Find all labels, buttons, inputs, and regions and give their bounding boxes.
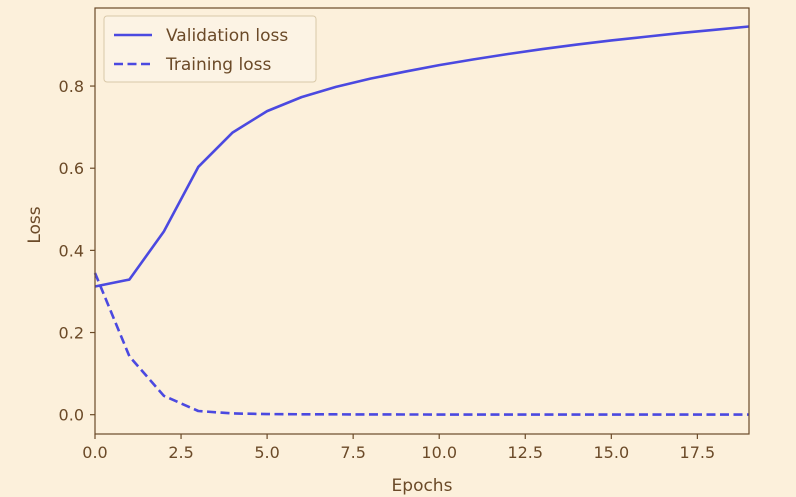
y-tick-label: 0.4	[59, 241, 84, 260]
x-tick-label: 5.0	[254, 443, 279, 462]
y-tick-label: 0.6	[59, 159, 84, 178]
legend-label: Training loss	[165, 55, 271, 75]
x-tick-label: 10.0	[421, 443, 457, 462]
y-axis-label: Loss	[25, 206, 45, 243]
x-tick-label: 2.5	[168, 443, 193, 462]
x-tick-label: 0.0	[82, 443, 107, 462]
series-line-training-loss	[93, 272, 749, 416]
series-line-validation-loss	[94, 25, 750, 288]
legend-box	[103, 15, 317, 83]
x-tick-label: 12.5	[507, 443, 543, 462]
y-tick-label: 0.0	[59, 406, 84, 425]
series-layer	[93, 25, 750, 416]
x-tick-label: 17.5	[680, 443, 716, 462]
x-axis-label: Epochs	[392, 476, 453, 496]
x-tick-label: 7.5	[340, 443, 365, 462]
y-tick-label: 0.2	[59, 324, 84, 343]
legend-label: Validation loss	[166, 26, 288, 46]
legend: Validation loss Training loss	[103, 15, 317, 83]
axes-frame	[94, 7, 750, 435]
y-tick-label: 0.8	[59, 77, 84, 96]
axes	[94, 7, 750, 435]
ticks: 0.0 2.5 5.0 7.5 10.0 12.5 15.0 17.5 0.0 0.2 0.4 0.6…	[59, 77, 716, 462]
x-tick-label: 15.0	[594, 443, 630, 462]
